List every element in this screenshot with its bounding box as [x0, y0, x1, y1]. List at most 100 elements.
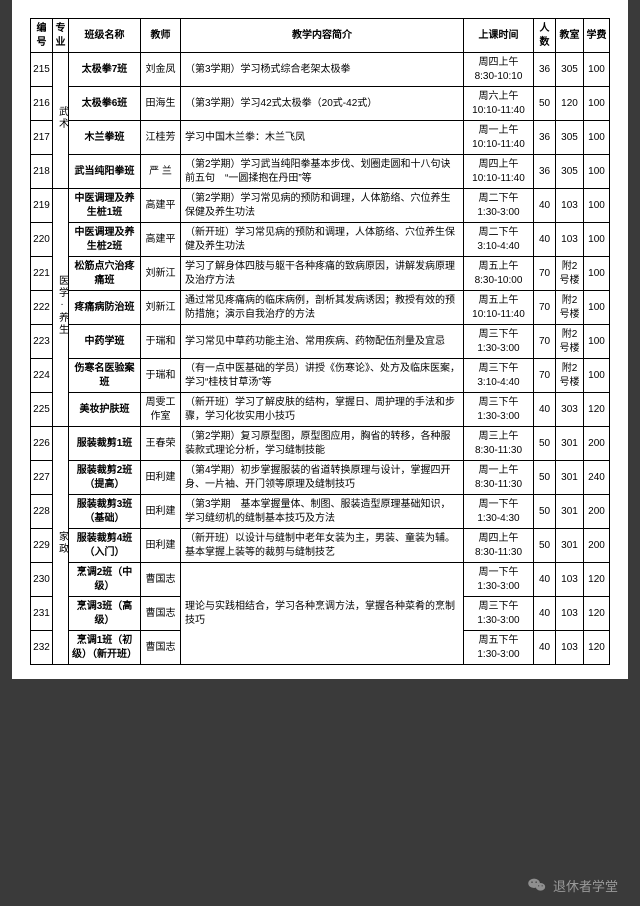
cell-teacher: 严 兰	[141, 155, 181, 189]
cell-description: （第3学期）学习42式太极拳（20式-42式）	[181, 87, 464, 121]
cell-room: 附2号楼	[556, 291, 584, 325]
cell-class-name: 中医调理及养生桩2班	[69, 223, 141, 257]
document-sheet: 编号专业班级名称教师教学内容简介上课时间人数教室学费 215武术太极拳7班刘金凤…	[12, 0, 628, 679]
cell-count: 70	[534, 257, 556, 291]
cell-fee: 100	[584, 87, 610, 121]
cell-class-name: 中医调理及养生桩1班	[69, 189, 141, 223]
table-row: 216太极拳6班田海生（第3学期）学习42式太极拳（20式-42式）周六上午10…	[31, 87, 610, 121]
cell-class-name: 服装裁剪4班（入门）	[69, 529, 141, 563]
cell-id: 218	[31, 155, 53, 189]
cell-id: 215	[31, 53, 53, 87]
cell-class-name: 中药学班	[69, 325, 141, 359]
cell-fee: 100	[584, 291, 610, 325]
cell-teacher: 刘新江	[141, 257, 181, 291]
col-header: 上课时间	[464, 19, 534, 53]
cell-description: （第2学期）复习原型图，原型图应用，胸省的转移，各种服装款式理论分析，学习缝制技…	[181, 427, 464, 461]
cell-count: 50	[534, 461, 556, 495]
cell-id: 216	[31, 87, 53, 121]
cell-class-name: 美妆护肤班	[69, 393, 141, 427]
cell-count: 50	[534, 495, 556, 529]
wechat-icon	[527, 875, 547, 895]
cell-teacher: 于瑞和	[141, 359, 181, 393]
cell-major: 家政	[53, 427, 69, 665]
cell-teacher: 曹国志	[141, 563, 181, 597]
cell-class-name: 武当纯阳拳班	[69, 155, 141, 189]
table-row: 227服装裁剪2班（提高）田利建（第4学期）初步掌握服装的省道转换原理与设计，掌…	[31, 461, 610, 495]
cell-count: 36	[534, 121, 556, 155]
col-header: 教师	[141, 19, 181, 53]
cell-fee: 100	[584, 121, 610, 155]
cell-room: 305	[556, 155, 584, 189]
cell-time: 周一上午8:30-11:30	[464, 461, 534, 495]
cell-fee: 120	[584, 393, 610, 427]
cell-time: 周四上午8:30-10:10	[464, 53, 534, 87]
col-header: 教室	[556, 19, 584, 53]
cell-id: 228	[31, 495, 53, 529]
cell-teacher: 于瑞和	[141, 325, 181, 359]
cell-time: 周五上午10:10-11:40	[464, 291, 534, 325]
table-header: 编号专业班级名称教师教学内容简介上课时间人数教室学费	[31, 19, 610, 53]
footer-bar: 退休者学堂	[0, 864, 640, 906]
cell-room: 120	[556, 87, 584, 121]
cell-fee: 100	[584, 359, 610, 393]
cell-time: 周一上午10:10-11:40	[464, 121, 534, 155]
cell-description: 学习常见中草药功能主治、常用疾病、药物配伍剂量及宜忌	[181, 325, 464, 359]
cell-id: 229	[31, 529, 53, 563]
cell-description: （新开班）学习了解皮肤的结构，掌握日、周护理的手法和步骤，学习化妆实用小技巧	[181, 393, 464, 427]
cell-teacher: 曹国志	[141, 597, 181, 631]
cell-teacher: 周雯工作室	[141, 393, 181, 427]
cell-count: 50	[534, 427, 556, 461]
cell-description: （第2学期）学习常见病的预防和调理，人体筋络、穴位养生保健及养生功法	[181, 189, 464, 223]
col-header: 专业	[53, 19, 69, 53]
cell-fee: 120	[584, 631, 610, 665]
cell-time: 周三上午8:30-11:30	[464, 427, 534, 461]
table-row: 224伤寒名医验案班于瑞和（有一点中医基础的学员）讲授《伤寒论》、处方及临床医案…	[31, 359, 610, 393]
table-row: 215武术太极拳7班刘金凤（第3学期）学习杨式综合老架太极拳周四上午8:30-1…	[31, 53, 610, 87]
cell-room: 103	[556, 563, 584, 597]
cell-fee: 100	[584, 223, 610, 257]
cell-description: （新开班）以设计与缝制中老年女装为主，男装、童装为辅。基本掌握上装等的裁剪与缝制…	[181, 529, 464, 563]
cell-count: 50	[534, 529, 556, 563]
cell-fee: 240	[584, 461, 610, 495]
cell-teacher: 王春荣	[141, 427, 181, 461]
cell-count: 50	[534, 87, 556, 121]
cell-count: 70	[534, 325, 556, 359]
cell-fee: 200	[584, 427, 610, 461]
cell-description: 学习了解身体四肢与躯干各种疼痛的致病原因，讲解发病原理及治疗方法	[181, 257, 464, 291]
cell-class-name: 烹调1班（初级）（新开班）	[69, 631, 141, 665]
table-row: 230烹调2班（中级）曹国志理论与实践相结合，学习各种烹调方法，掌握各种菜肴的烹…	[31, 563, 610, 597]
cell-time: 周三下午1:30-3:00	[464, 393, 534, 427]
cell-teacher: 曹国志	[141, 631, 181, 665]
cell-fee: 120	[584, 597, 610, 631]
cell-fee: 120	[584, 563, 610, 597]
cell-room: 305	[556, 121, 584, 155]
table-row: 218武当纯阳拳班严 兰（第2学期）学习武当纯阳拳基本步伐、划圈走圆和十八句诀前…	[31, 155, 610, 189]
cell-time: 周一下午1:30-3:00	[464, 563, 534, 597]
cell-room: 301	[556, 427, 584, 461]
cell-room: 301	[556, 529, 584, 563]
cell-class-name: 松筋点穴治疼痛班	[69, 257, 141, 291]
cell-time: 周五上午8:30-10:00	[464, 257, 534, 291]
col-header: 学费	[584, 19, 610, 53]
table-row: 222疼痛病防治班刘新江通过常见疼痛病的临床病例，剖析其发病诱因；教授有效的预防…	[31, 291, 610, 325]
table-body: 215武术太极拳7班刘金凤（第3学期）学习杨式综合老架太极拳周四上午8:30-1…	[31, 53, 610, 665]
cell-description: （有一点中医基础的学员）讲授《伤寒论》、处方及临床医案， 学习“桂枝甘草汤”等	[181, 359, 464, 393]
cell-time: 周三下午1:30-3:00	[464, 325, 534, 359]
cell-description: （第4学期）初步掌握服装的省道转换原理与设计，掌握四开身、一片袖、开门领等原理及…	[181, 461, 464, 495]
cell-id: 227	[31, 461, 53, 495]
cell-major: 武术	[53, 53, 69, 189]
cell-description: （第3学期 基本掌握量体、制图、服装造型原理基础知识，学习缝纫机的缝制基本技巧及…	[181, 495, 464, 529]
cell-id: 220	[31, 223, 53, 257]
cell-time: 周三下午3:10-4:40	[464, 359, 534, 393]
wechat-credit: 退休者学堂	[527, 875, 618, 895]
col-header: 人数	[534, 19, 556, 53]
cell-time: 周五下午1:30-3:00	[464, 631, 534, 665]
cell-description: 理论与实践相结合，学习各种烹调方法，掌握各种菜肴的烹制技巧	[181, 563, 464, 665]
cell-id: 223	[31, 325, 53, 359]
cell-major: 医学·养生	[53, 189, 69, 427]
cell-description: （新开班）学习常见病的预防和调理，人体筋络、穴位养生保健及养生功法	[181, 223, 464, 257]
cell-class-name: 服装裁剪3班（基础）	[69, 495, 141, 529]
cell-room: 301	[556, 461, 584, 495]
cell-time: 周二下午3:10-4:40	[464, 223, 534, 257]
table-row: 225美妆护肤班周雯工作室（新开班）学习了解皮肤的结构，掌握日、周护理的手法和步…	[31, 393, 610, 427]
